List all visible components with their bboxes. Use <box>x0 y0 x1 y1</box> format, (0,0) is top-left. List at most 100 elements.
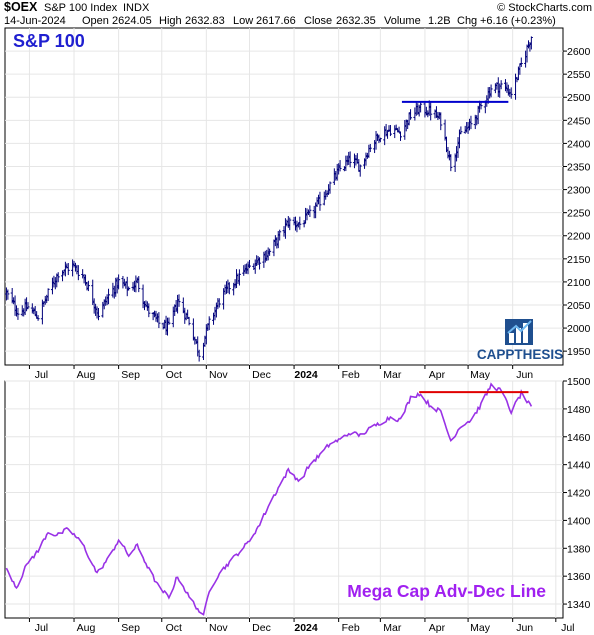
high-value: 2632.83 <box>185 15 225 27</box>
ohlc-bar <box>318 191 322 211</box>
x-tick-label: Dec <box>252 622 271 634</box>
y-tick-label: 1500 <box>567 376 591 388</box>
ohlc-bar <box>117 274 121 290</box>
cappthesis-logo: CAPPTHESIS <box>477 319 563 362</box>
x-tick-label: Jul <box>561 622 574 634</box>
x-tick-label: Aug <box>77 622 96 634</box>
ohlc-bar <box>388 124 392 137</box>
x-tick-label: May <box>470 369 491 381</box>
ohlc-bar <box>247 259 251 269</box>
ohlc-bar <box>258 257 262 270</box>
ohlc-bar <box>268 248 272 256</box>
ohlc-bar <box>167 317 171 325</box>
x-tick-label: Oct <box>166 369 182 381</box>
y-tick-label: 1950 <box>567 346 591 358</box>
y-tick-label: 1420 <box>567 488 591 500</box>
price-chart-title: S&P 100 <box>13 31 85 51</box>
ohlc-bar <box>237 269 241 286</box>
y-tick-label: 2050 <box>567 300 591 312</box>
ohlc-bar <box>147 303 151 318</box>
price-panel: 1950 2000 2050 2100 2150 2200 2250 2300 2350 2400… <box>4 27 591 366</box>
x-tick-label: Jul <box>35 369 48 381</box>
ohlc-bar <box>107 288 111 305</box>
y-tick-label: 2250 <box>567 208 591 220</box>
price-panel-frame <box>4 27 564 366</box>
ohlc-bar <box>187 316 191 326</box>
y-tick-label: 2400 <box>567 138 591 150</box>
volume-label: Volume <box>384 15 421 27</box>
ohlc-bar <box>157 312 161 329</box>
ad-line-series <box>5 382 533 616</box>
ohlc-bar <box>6 289 10 300</box>
price-x-axis: Jul Aug Sep Oct Nov Dec 2024 Feb Mar Apr May Jun <box>28 365 533 381</box>
low-value: 2617.66 <box>256 15 296 27</box>
x-tick-label: Dec <box>252 369 271 381</box>
price-y-axis: 1950 2000 2050 2100 2150 2200 2250 2300 2350 2400… <box>563 46 591 358</box>
ohlc-bar <box>278 229 282 241</box>
ohlc-bar <box>419 101 423 113</box>
logo-trend-line <box>507 320 532 334</box>
logo-bar-3 <box>523 323 528 343</box>
chg-value: +6.16 (+0.23%) <box>480 15 556 27</box>
x-tick-label: Apr <box>429 622 446 634</box>
y-tick-label: 1460 <box>567 432 591 444</box>
y-tick-label: 2200 <box>567 231 591 243</box>
ohlc-bar <box>36 315 40 321</box>
y-tick-label: 1400 <box>567 515 591 527</box>
logo-bar-1 <box>509 333 514 343</box>
x-tick-label: Nov <box>209 369 228 381</box>
ohlc-bar <box>509 87 513 99</box>
ohlc-bar <box>96 308 100 321</box>
ad-y-axis: 1340 1360 1380 1400 1420 1440 1460 1480 1500 <box>563 376 591 611</box>
x-tick-label: Mar <box>383 369 402 381</box>
ohlc-bar <box>16 307 20 320</box>
index-name: S&P 100 Index <box>44 2 118 14</box>
logo-text: CAPPTHESIS <box>477 347 563 362</box>
ohlc-bar <box>217 298 221 308</box>
y-tick-label: 2450 <box>567 115 591 127</box>
ohlc-bar <box>358 164 362 177</box>
ohlc-bar <box>489 84 493 98</box>
ohlc-bar <box>56 272 60 283</box>
x-tick-label: Nov <box>209 622 228 634</box>
open-label: Open <box>82 15 109 27</box>
y-tick-label: 2550 <box>567 69 591 81</box>
x-tick-label: Feb <box>342 369 360 381</box>
x-tick-label: Sep <box>121 369 140 381</box>
price-gridlines <box>5 28 563 365</box>
x-tick-label: 2024 <box>294 369 318 381</box>
symbol: $OEX <box>4 0 38 14</box>
ohlc-bar <box>499 80 503 90</box>
x-tick-label: Jul <box>35 622 48 634</box>
y-tick-label: 1440 <box>567 460 591 472</box>
y-tick-label: 1360 <box>567 571 591 583</box>
source-credit: © StockCharts.com <box>497 2 592 14</box>
ad-line <box>5 382 533 616</box>
ohlc-bar <box>469 115 473 130</box>
ohlc-bar <box>197 349 201 362</box>
y-tick-label: 1480 <box>567 404 591 416</box>
x-tick-label: Sep <box>121 622 140 634</box>
y-tick-label: 2600 <box>567 46 591 58</box>
exchange: INDX <box>123 2 150 14</box>
ohlc-bar <box>26 302 30 310</box>
close-label: Close <box>304 15 332 27</box>
x-tick-label: Oct <box>166 622 182 634</box>
ohlc-bar <box>298 216 302 230</box>
ohlc-bar <box>378 137 382 143</box>
y-tick-label: 2350 <box>567 161 591 173</box>
ohlc-bar <box>76 265 80 281</box>
ad-x-axis: Jul Aug Sep Oct Nov Dec 2024 Feb Mar Apr May Jun Jul <box>28 618 575 634</box>
x-tick-label: Feb <box>342 622 360 634</box>
ohlc-bar <box>137 276 141 293</box>
y-tick-label: 2000 <box>567 323 591 335</box>
open-value: 2624.05 <box>112 15 152 27</box>
ohlc-bar <box>86 280 90 292</box>
ohlc-bar <box>429 102 433 121</box>
y-tick-label: 1340 <box>567 599 591 611</box>
ohlc-bar <box>409 109 413 120</box>
ohlc-bar <box>398 131 402 141</box>
ad-gridlines <box>5 380 563 618</box>
ohlc-bar <box>449 154 453 172</box>
